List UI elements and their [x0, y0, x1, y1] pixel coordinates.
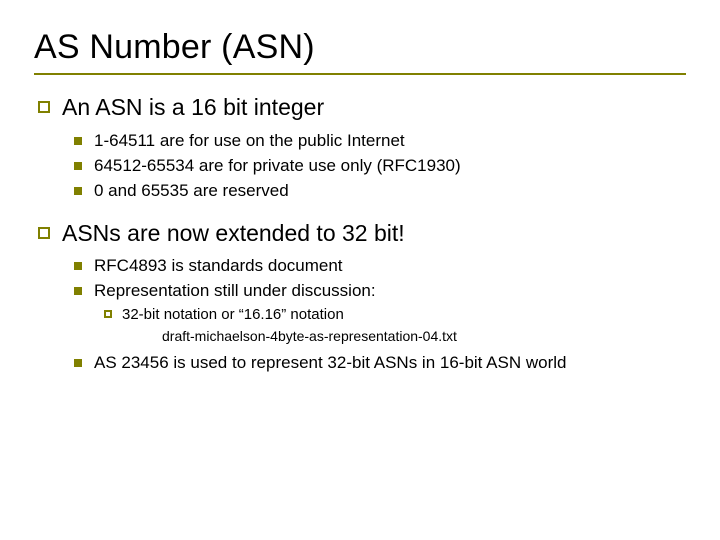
bullet-level2: 1-64511 are for use on the public Intern… [74, 130, 686, 153]
bullet-text: AS 23456 is used to represent 32-bit ASN… [94, 352, 566, 375]
bullet-level2: 64512-65534 are for private use only (RF… [74, 155, 686, 178]
bullet-text: 1-64511 are for use on the public Intern… [94, 130, 405, 153]
bullet-text: RFC4893 is standards document [94, 255, 343, 278]
bullet-level2: Representation still under discussion: [74, 280, 686, 303]
bullet-text: An ASN is a 16 bit integer [62, 93, 324, 122]
bullet-level2-group: 1-64511 are for use on the public Intern… [74, 130, 686, 203]
slide-title: AS Number (ASN) [34, 28, 686, 67]
square-open-icon [104, 310, 112, 318]
bullet-level2: 0 and 65535 are reserved [74, 180, 686, 203]
bullet-text: Representation still under discussion: [94, 280, 376, 303]
draft-reference: draft-michaelson-4byte-as-representation… [162, 327, 686, 346]
title-underline [34, 73, 686, 75]
square-filled-icon [74, 187, 82, 195]
bullet-text: 64512-65534 are for private use only (RF… [94, 155, 461, 178]
bullet-level1: An ASN is a 16 bit integer [38, 93, 686, 122]
square-filled-icon [74, 262, 82, 270]
bullet-text: 0 and 65535 are reserved [94, 180, 289, 203]
bullet-level3: 32-bit notation or “16.16” notation [104, 305, 686, 325]
square-open-icon [38, 227, 50, 239]
bullet-text: ASNs are now extended to 32 bit! [62, 219, 405, 248]
square-filled-icon [74, 162, 82, 170]
bullet-level1: ASNs are now extended to 32 bit! [38, 219, 686, 248]
bullet-level2: RFC4893 is standards document [74, 255, 686, 278]
bullet-text: 32-bit notation or “16.16” notation [122, 305, 344, 325]
slide-body: An ASN is a 16 bit integer 1-64511 are f… [34, 93, 686, 375]
square-filled-icon [74, 137, 82, 145]
bullet-level3-group: 32-bit notation or “16.16” notation draf… [104, 305, 686, 346]
slide: AS Number (ASN) An ASN is a 16 bit integ… [0, 0, 720, 540]
square-open-icon [38, 101, 50, 113]
square-filled-icon [74, 287, 82, 295]
bullet-level2-group: RFC4893 is standards document Representa… [74, 255, 686, 375]
square-filled-icon [74, 359, 82, 367]
bullet-level2: AS 23456 is used to represent 32-bit ASN… [74, 352, 686, 375]
